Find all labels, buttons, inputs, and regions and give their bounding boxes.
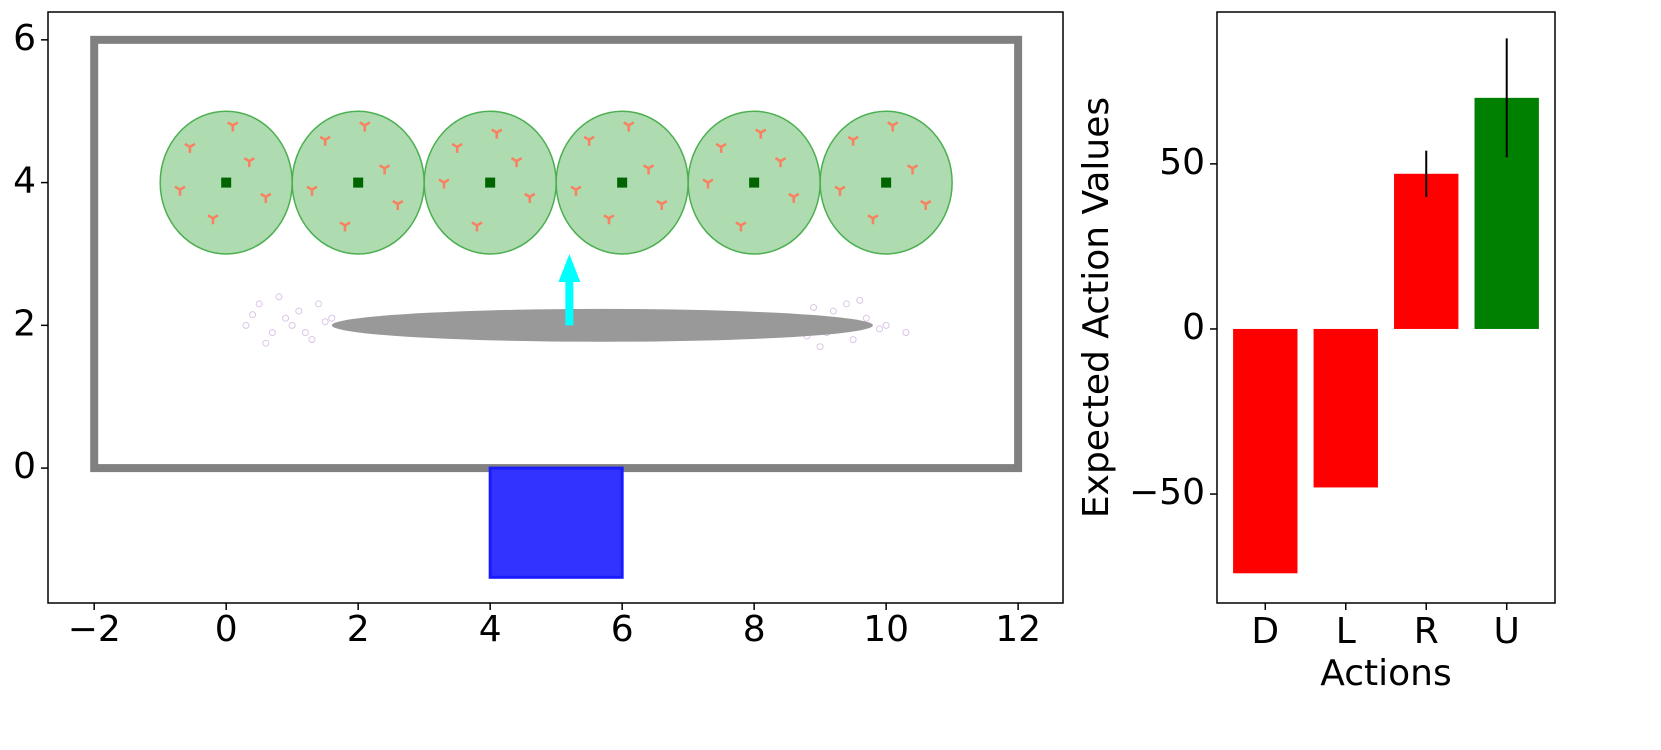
target-marker [642,164,655,175]
y-tick-label: −50 [1129,472,1205,513]
x-tick-label: 12 [995,609,1041,650]
target-marker [184,142,196,153]
target-marker [378,164,391,175]
x-tick-label: 0 [215,609,238,650]
zone-center [749,177,760,188]
zone-center [221,177,232,188]
particle [255,300,263,308]
target-marker [735,221,747,232]
target-marker [227,121,239,132]
y-axis-label: Expected Action Values [1076,97,1117,518]
axes-frame [47,11,1064,604]
x-axis-label: Actions [1320,653,1452,694]
x-tick-label: 8 [743,609,766,650]
x-tick-label: R [1414,611,1439,652]
target-marker [656,199,668,211]
particle [308,336,316,344]
y-tick-label: 6 [13,18,36,59]
target-marker [438,178,450,189]
target-marker [174,185,186,196]
x-tick-label: 10 [863,609,909,650]
target-marker [623,121,635,132]
target-marker [339,221,351,232]
platform [488,466,624,579]
target-marker [319,135,331,146]
target-marker [510,157,523,168]
x-tick-label: L [1336,611,1356,652]
particle [856,296,864,304]
target-marker [834,185,846,196]
particle [816,343,824,351]
target-marker [603,214,615,225]
particle [288,321,296,329]
particle [882,321,890,329]
target-marker [451,142,463,153]
action-arrow [558,253,581,326]
particle [249,311,257,319]
target-marker [260,192,272,203]
particle [315,300,323,308]
particle [862,314,870,322]
particle [829,307,837,315]
target-marker [887,121,899,132]
particle [810,304,818,311]
particle [328,314,336,322]
target-marker [359,121,371,132]
bar [1313,328,1378,488]
target-marker [920,199,932,211]
target-marker [788,192,800,203]
particle [902,328,910,336]
target-marker [207,214,219,225]
particle [282,314,290,322]
y-tick-label: 0 [13,446,36,487]
target-marker [471,221,483,232]
bar [1394,173,1459,329]
x-tick-label: −2 [68,609,121,650]
target-marker [306,185,318,196]
target-marker [243,157,255,168]
target-marker [491,128,503,139]
zone-center [881,177,892,188]
particle [849,336,857,344]
target-marker [906,164,919,175]
particle [268,328,276,336]
target-marker [774,157,787,168]
agent [331,308,873,342]
particle [262,339,270,347]
particle [275,293,283,301]
target-marker [715,142,727,153]
target-marker [570,185,582,196]
particle [295,307,303,315]
particle [843,300,851,308]
y-tick-label: 4 [13,161,36,202]
particle [301,328,309,336]
zone-center [353,177,364,188]
bar [1233,328,1298,574]
x-tick-label: U [1494,611,1520,652]
particle [321,318,329,326]
y-tick-label: 50 [1159,142,1205,183]
x-tick-label: 6 [611,609,634,650]
y-tick-label: 2 [13,303,36,344]
particle [876,325,884,333]
zone-center [617,177,628,188]
target-marker [524,192,536,203]
target-marker [847,135,859,146]
zone-center [485,177,496,188]
y-tick-label: 0 [1182,307,1205,348]
x-tick-label: 4 [479,609,502,650]
x-tick-label: D [1251,611,1279,652]
axes-frame [1216,11,1556,604]
target-marker [755,128,767,139]
target-marker [867,214,879,225]
target-marker [583,135,595,146]
target-marker [392,199,404,211]
x-tick-label: 2 [347,609,370,650]
particle [242,321,250,329]
target-marker [702,178,714,189]
